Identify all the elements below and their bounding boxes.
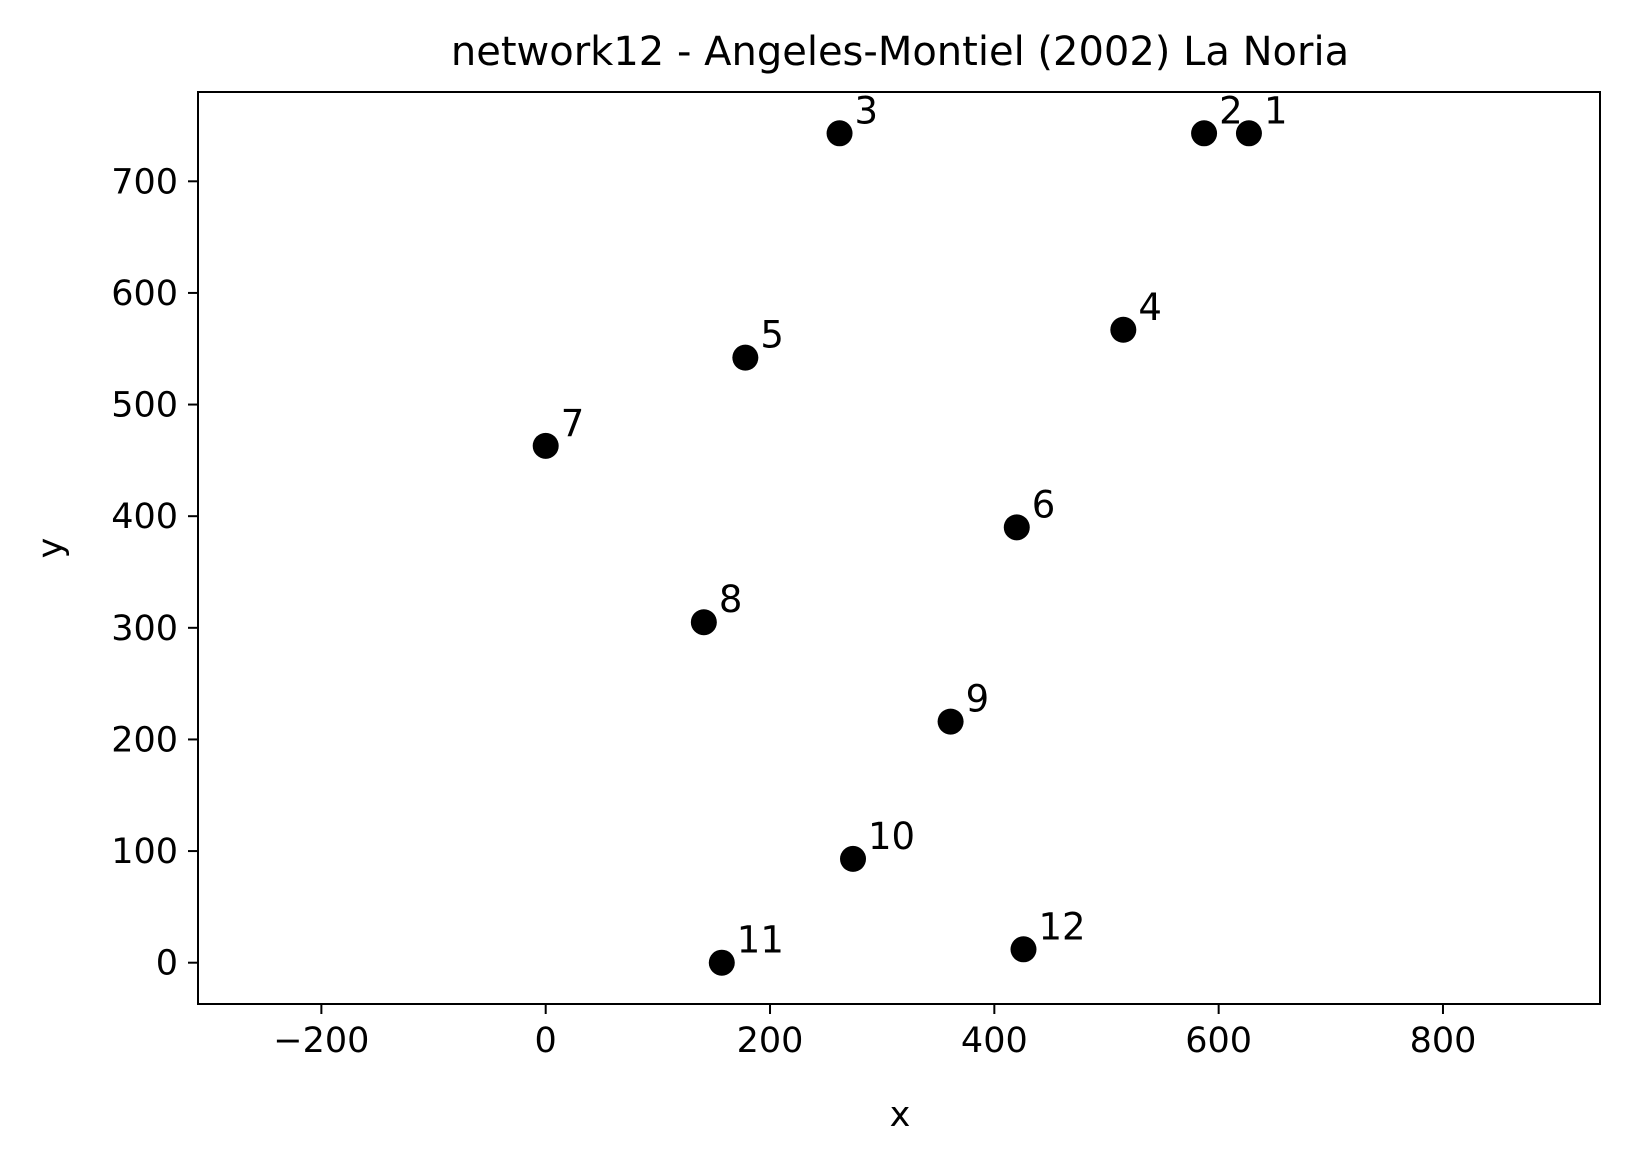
plot-frame: [197, 91, 1601, 1005]
x-axis-label: x: [890, 1095, 911, 1135]
data-point: [732, 344, 759, 371]
data-point: [826, 120, 853, 147]
data-point: [840, 845, 867, 872]
x-tick-label: 600: [1185, 1021, 1252, 1061]
data-point: [1191, 120, 1218, 147]
y-tick-label: 600: [111, 274, 178, 314]
data-point-label: 4: [1138, 286, 1162, 329]
data-point-label: 11: [737, 919, 784, 962]
y-tick-label: 200: [111, 720, 178, 760]
chart-title: network12 - Angeles-Montiel (2002) La No…: [451, 29, 1349, 75]
data-point-label: 3: [855, 89, 879, 132]
data-point: [532, 432, 559, 459]
data-point: [690, 609, 717, 636]
y-tick-label: 0: [156, 944, 178, 984]
y-tick-label: 100: [111, 832, 178, 872]
data-point-label: 9: [966, 678, 990, 721]
x-tick-label: 400: [961, 1021, 1028, 1061]
x-tick-label: 0: [535, 1021, 557, 1061]
data-point: [937, 708, 964, 735]
y-tick-label: 400: [111, 497, 178, 537]
data-point-label: 8: [719, 578, 743, 621]
y-tick-label: 300: [111, 609, 178, 649]
y-tick-label: 500: [111, 386, 178, 426]
data-point: [1110, 316, 1137, 343]
data-point-label: 1: [1264, 89, 1288, 132]
data-point: [1003, 514, 1030, 541]
y-tick-label: 700: [111, 162, 178, 202]
data-point: [1235, 120, 1262, 147]
data-point-label: 5: [760, 314, 784, 357]
data-point-label: 12: [1038, 905, 1085, 948]
data-point-label: 6: [1032, 483, 1056, 526]
data-point-label: 7: [561, 402, 585, 445]
axis-ticks: −200 0 200 400 600 800 0 100 200 300 400 500 600 700: [111, 162, 1476, 1061]
data-point: [708, 949, 735, 976]
x-tick-label: 800: [1410, 1021, 1477, 1061]
data-point-label: 10: [868, 815, 915, 858]
x-tick-label: 200: [737, 1021, 804, 1061]
data-point-label: 2: [1219, 89, 1243, 132]
y-axis-label: y: [31, 538, 71, 559]
x-tick-label: −200: [273, 1021, 369, 1061]
data-point: [1010, 936, 1037, 963]
